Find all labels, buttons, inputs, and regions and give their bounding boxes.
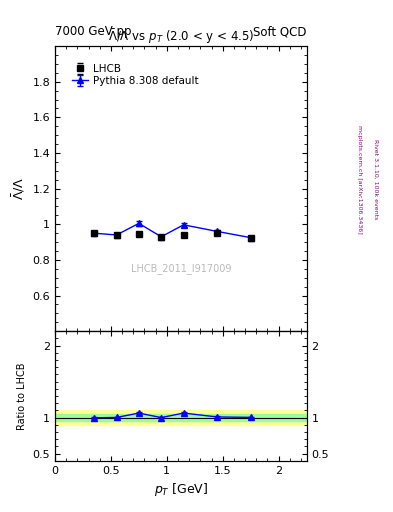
Text: LHCB_2011_I917009: LHCB_2011_I917009 [130, 263, 231, 274]
Text: 7000 GeV pp: 7000 GeV pp [55, 26, 132, 38]
Bar [55, 414, 307, 421]
Y-axis label: Ratio to LHCB: Ratio to LHCB [17, 362, 27, 430]
Text: Rivet 3.1.10, 100k events: Rivet 3.1.10, 100k events [373, 139, 378, 219]
Legend: LHCB, Pythia 8.308 default: LHCB, Pythia 8.308 default [68, 60, 202, 90]
Text: Soft QCD: Soft QCD [253, 26, 307, 38]
Y-axis label: $\bar{\Lambda}/\Lambda$: $\bar{\Lambda}/\Lambda$ [10, 177, 27, 200]
Text: mcplots.cern.ch [arXiv:1306.3436]: mcplots.cern.ch [arXiv:1306.3436] [357, 125, 362, 233]
X-axis label: $p_T$ [GeV]: $p_T$ [GeV] [154, 481, 208, 498]
Title: $\bar{\Lambda}/\Lambda$ vs $p_T$ (2.0 < y < 4.5): $\bar{\Lambda}/\Lambda$ vs $p_T$ (2.0 < … [108, 28, 254, 46]
Bar [55, 411, 307, 425]
